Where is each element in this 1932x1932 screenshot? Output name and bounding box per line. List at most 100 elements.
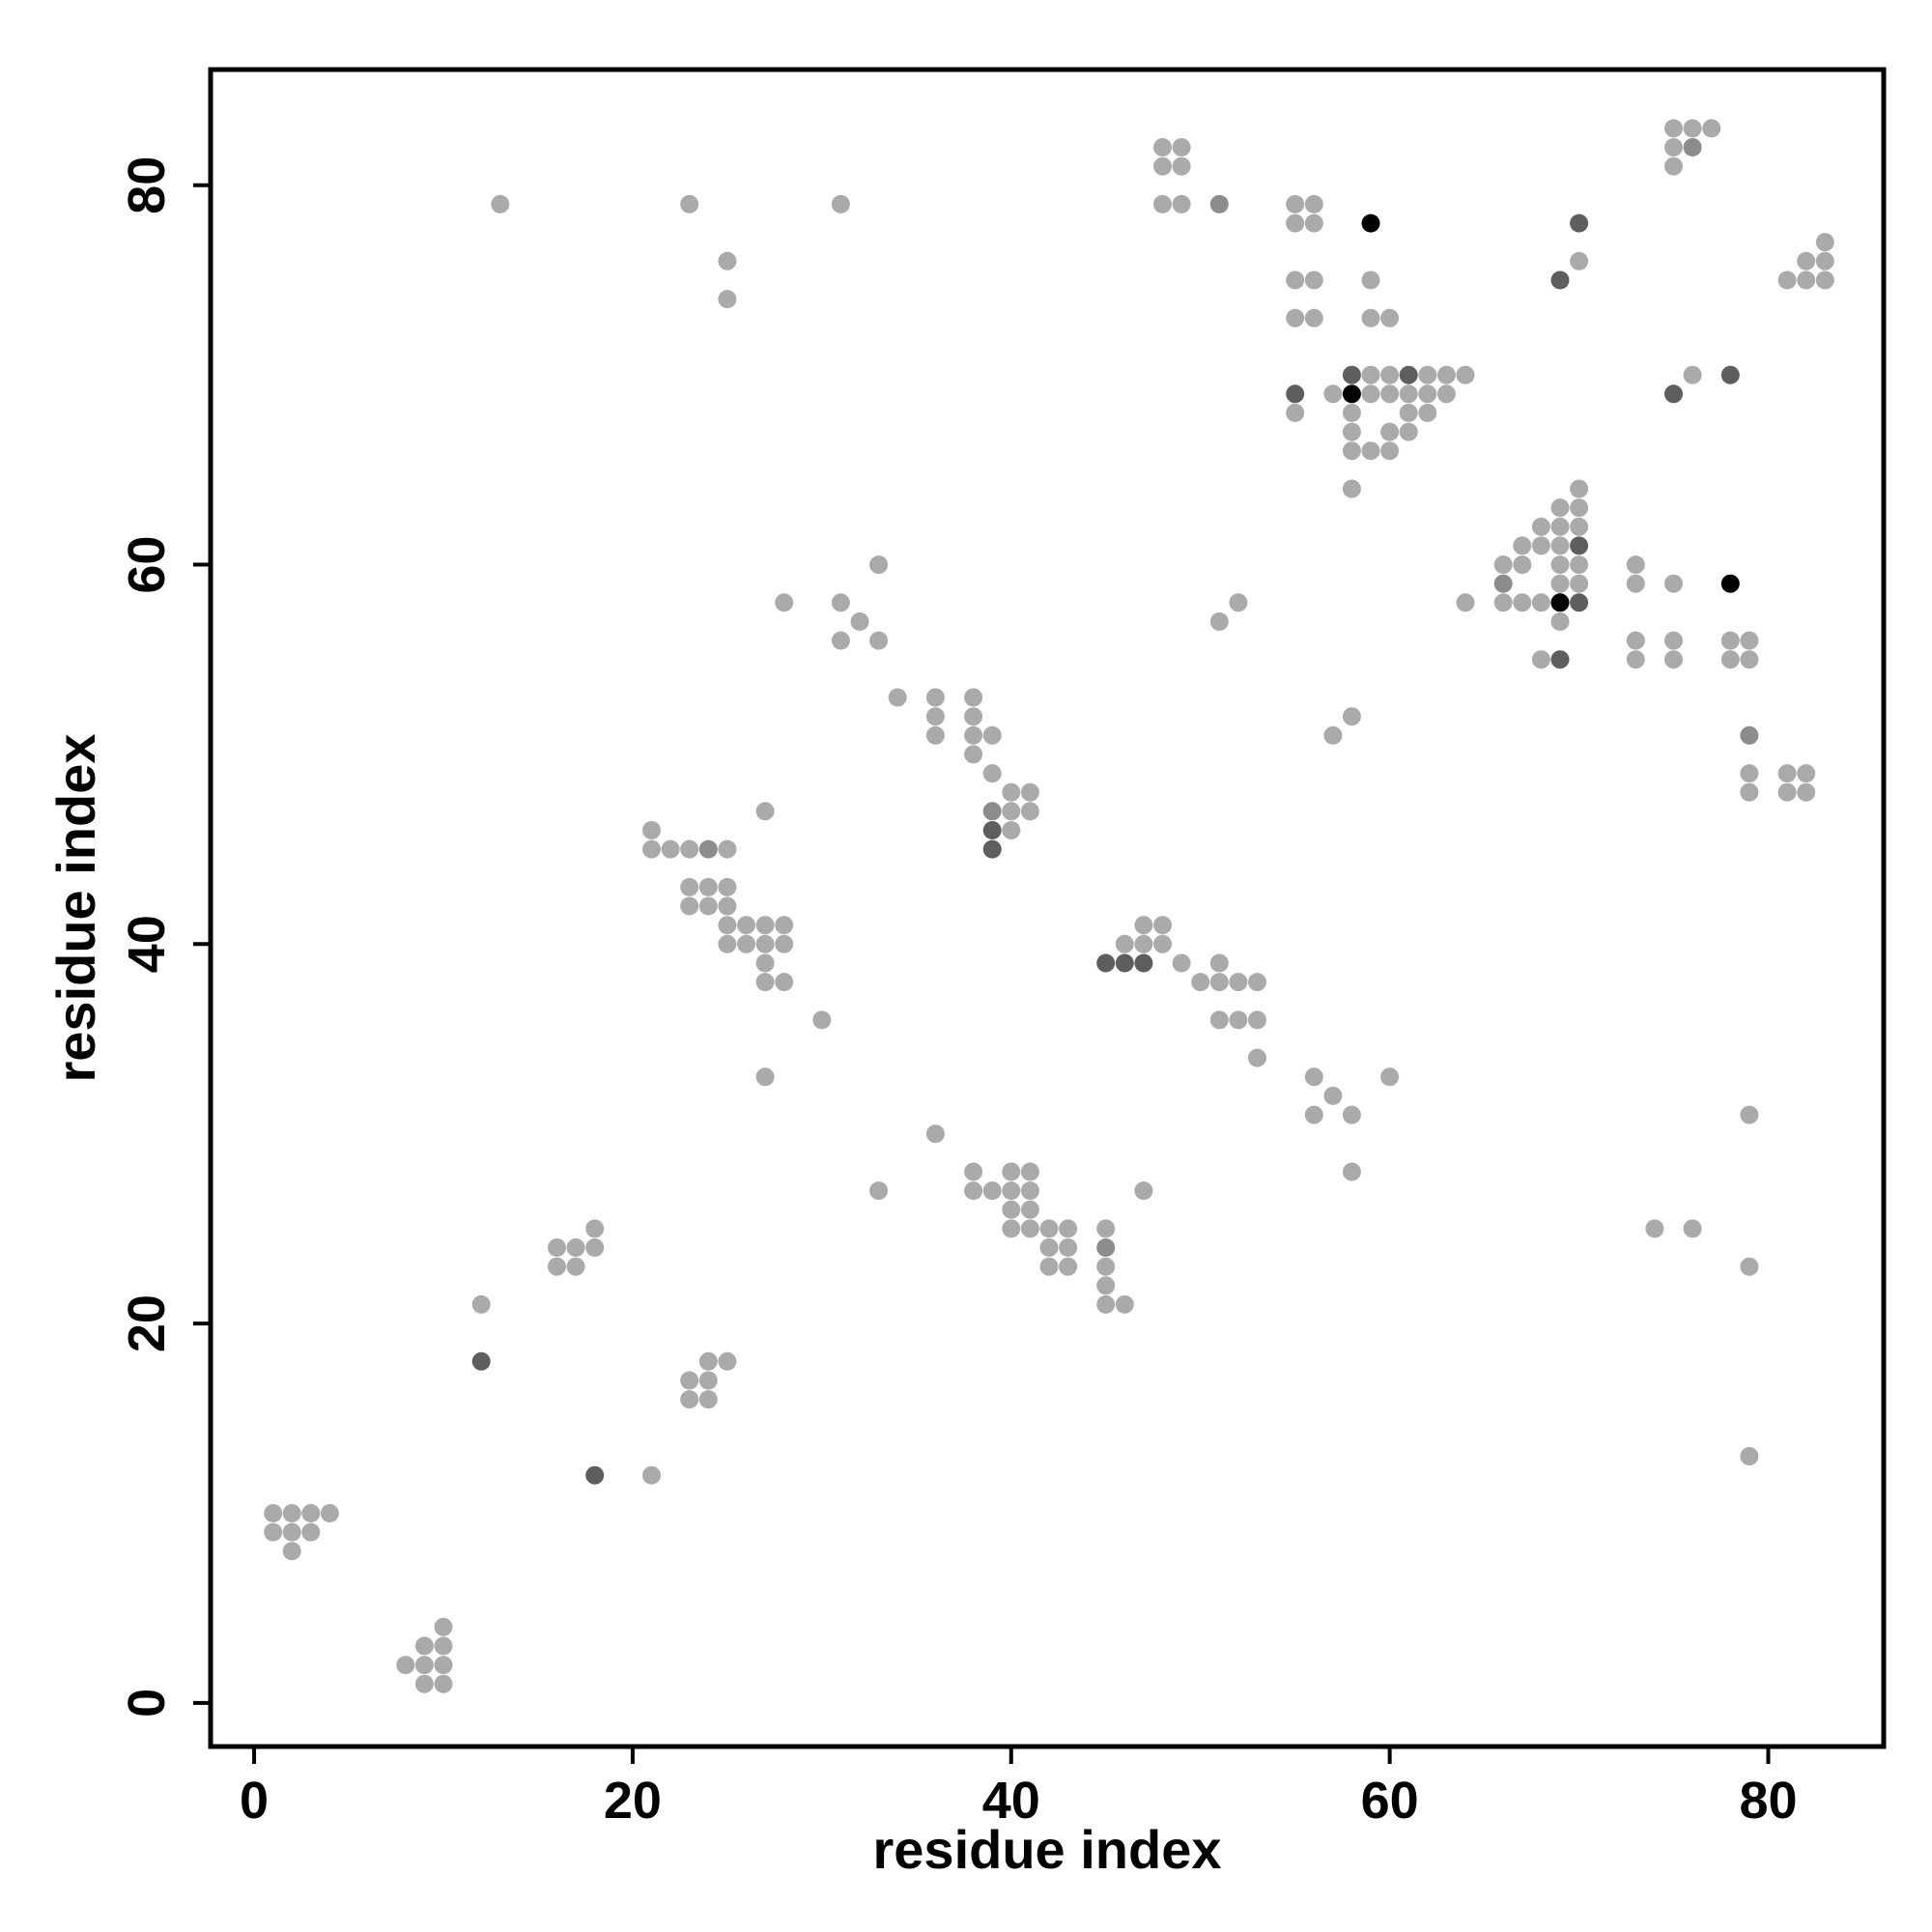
data-point-light-17	[548, 1257, 566, 1276]
data-point-dark-13	[1570, 593, 1589, 612]
data-point-light-36	[642, 821, 661, 839]
data-point-light-15	[320, 1504, 339, 1522]
data-point-light-155	[1361, 441, 1380, 461]
data-point-light-0	[396, 1656, 415, 1675]
data-point-light-149	[1342, 441, 1361, 461]
data-point-light-183	[1550, 555, 1570, 575]
data-point-light-185	[1550, 612, 1570, 631]
data-point-dark-3	[982, 839, 1002, 859]
data-point-light-68	[925, 688, 945, 707]
data-point-light-96	[1039, 1257, 1059, 1276]
data-point-dark-15	[1664, 384, 1683, 404]
data-point-light-33	[718, 290, 737, 309]
data-point-light-218	[1815, 233, 1834, 252]
data-point-light-211	[1683, 119, 1702, 138]
data-points	[264, 119, 1834, 1693]
data-point-light-193	[1626, 574, 1645, 593]
data-point-light-10	[282, 1542, 301, 1561]
data-point-light-176	[1531, 517, 1550, 536]
data-point-light-195	[1626, 650, 1645, 669]
data-point-light-60	[775, 593, 794, 612]
data-point-light-89	[1002, 1219, 1021, 1238]
data-point-light-72	[964, 707, 983, 726]
data-point-medium-1	[982, 802, 1002, 821]
axis-ticks: 0 20 40 60 80 0 20 40 60 80	[118, 156, 1798, 1830]
data-point-light-146	[1323, 384, 1343, 404]
data-point-light-41	[680, 896, 699, 916]
data-point-light-54	[755, 802, 775, 821]
data-point-light-223	[1740, 1105, 1759, 1124]
data-point-light-177	[1531, 536, 1550, 555]
data-point-light-222	[1683, 1219, 1702, 1238]
data-point-light-18	[548, 1238, 566, 1257]
data-point-light-153	[1361, 365, 1380, 384]
data-point-light-2	[414, 1636, 434, 1656]
data-point-light-201	[1720, 650, 1740, 669]
data-point-light-94	[1039, 1219, 1059, 1238]
data-point-dark-4	[1096, 953, 1116, 973]
data-point-light-189	[1570, 555, 1589, 575]
data-point-light-116	[1229, 973, 1248, 992]
data-point-light-221	[1645, 1219, 1664, 1238]
data-point-light-98	[1059, 1238, 1078, 1257]
data-point-light-91	[1020, 1181, 1039, 1201]
data-point-light-103	[1096, 1294, 1116, 1314]
data-point-light-152	[1361, 308, 1380, 327]
data-point-light-70	[925, 725, 945, 745]
data-point-light-88	[1002, 1200, 1021, 1219]
x-tick-label-60: 60	[1361, 1772, 1419, 1830]
data-point-light-215	[1777, 270, 1797, 290]
data-point-light-198	[1664, 650, 1683, 669]
data-point-light-216	[1797, 251, 1816, 270]
data-point-light-12	[282, 1504, 301, 1522]
data-point-light-190	[1570, 574, 1589, 593]
data-point-light-124	[1342, 1105, 1361, 1124]
data-point-light-95	[1039, 1238, 1059, 1257]
data-point-light-171	[1493, 555, 1513, 575]
data-point-light-159	[1380, 422, 1400, 441]
data-point-medium-2	[1096, 1238, 1116, 1257]
data-point-light-37	[661, 839, 680, 859]
data-point-light-134	[1172, 156, 1191, 176]
data-point-light-97	[1059, 1219, 1078, 1238]
data-point-medium-6	[1683, 138, 1702, 156]
data-point-light-147	[1342, 403, 1361, 422]
data-point-light-139	[1286, 213, 1305, 233]
data-point-light-19	[566, 1257, 585, 1276]
data-point-light-44	[718, 877, 737, 896]
data-point-light-92	[1020, 1200, 1039, 1219]
data-point-light-32	[718, 251, 737, 270]
data-point-light-20	[566, 1238, 585, 1257]
data-point-light-29	[718, 1351, 737, 1371]
data-point-light-84	[964, 1181, 983, 1201]
data-point-light-23	[642, 1465, 661, 1485]
data-point-light-144	[1304, 308, 1323, 327]
data-point-light-184	[1550, 574, 1570, 593]
data-point-light-199	[1683, 365, 1702, 384]
data-point-dark-8	[1342, 365, 1361, 384]
data-point-light-138	[1304, 194, 1323, 213]
x-tick-label-0: 0	[240, 1772, 269, 1830]
data-point-light-128	[1342, 707, 1361, 726]
data-point-light-114	[1209, 973, 1229, 992]
data-point-light-160	[1380, 441, 1400, 461]
data-point-light-73	[964, 725, 983, 745]
data-point-light-182	[1550, 536, 1570, 555]
data-point-light-101	[1096, 1257, 1116, 1276]
data-point-dark-7	[1286, 384, 1305, 404]
data-point-light-55	[775, 916, 794, 935]
data-point-light-93	[1020, 1219, 1039, 1238]
data-point-light-71	[964, 688, 983, 707]
data-point-light-180	[1550, 498, 1570, 518]
data-point-black-2	[1550, 593, 1570, 612]
data-point-light-129	[1209, 612, 1229, 631]
data-point-light-78	[1002, 802, 1021, 821]
data-point-light-13	[301, 1522, 321, 1542]
data-point-light-74	[964, 745, 983, 764]
data-point-light-4	[434, 1674, 453, 1693]
data-point-light-168	[1436, 384, 1456, 404]
data-point-light-118	[1248, 973, 1266, 992]
data-point-light-136	[1172, 194, 1191, 213]
y-tick-label-0: 0	[118, 1689, 176, 1718]
data-point-light-117	[1229, 1010, 1248, 1030]
